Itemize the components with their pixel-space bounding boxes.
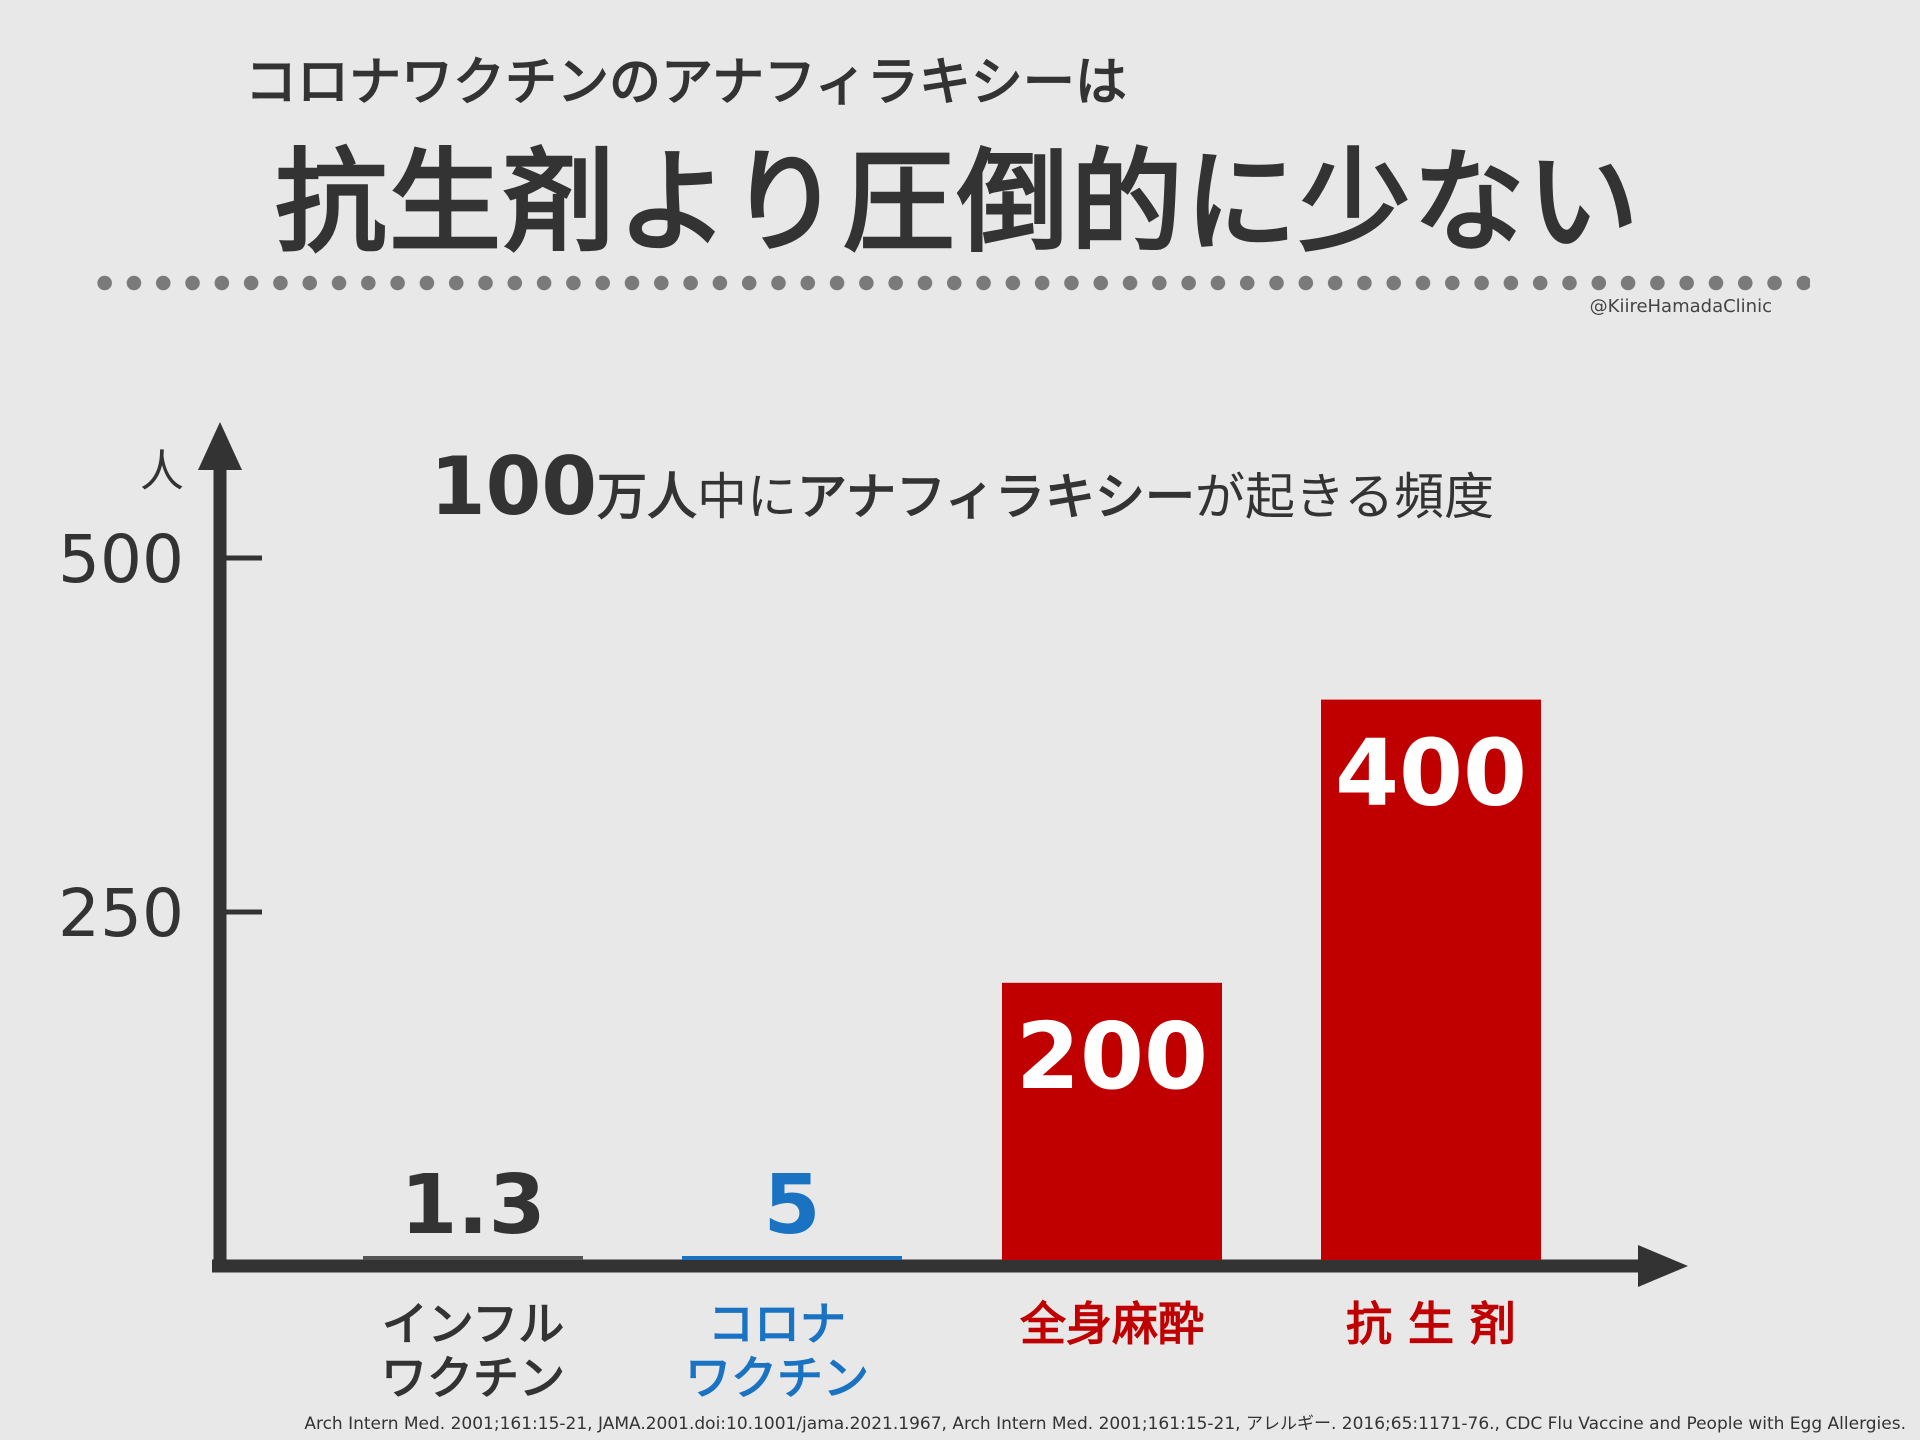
y-axis-arrow [198,422,242,470]
bar [1002,982,1222,1260]
sources-citation: Arch Intern Med. 2001;161:15-21, JAMA.20… [304,1414,1906,1434]
bar [682,1256,902,1260]
data-label: 5 [763,1158,820,1253]
x-tick-label: コロナワクチン [685,1297,869,1405]
chart-heading-unit: 万人 [597,468,697,526]
y-tick-label: 500 [58,521,184,598]
chart-heading-text-1: 中に [697,468,797,526]
page-title: 抗生剤より圧倒的に少ない [275,138,1641,268]
y-tick-label: 250 [58,875,184,952]
data-label: 1.3 [400,1158,545,1253]
dotted-divider [90,275,1810,291]
x-axis-arrow [1638,1245,1688,1287]
data-label: 200 [1016,1003,1208,1110]
x-tick-label: 抗 生 剤 [1346,1297,1516,1351]
chart-heading-keyword: アナフィラキシー [797,468,1195,526]
chart-heading-number: 100 [430,440,597,533]
y-axis-label: 人 [140,446,184,497]
bar [363,1256,583,1260]
data-label: 400 [1335,720,1527,827]
author-handle: @KiireHamadaClinic [1589,296,1772,317]
chart-heading-text-2: が起きる頻度 [1195,468,1494,526]
chart-heading: 100万人中にアナフィラキシーが起きる頻度 [430,440,1494,533]
bar [1321,699,1541,1260]
x-tick-label: 全身麻酔 [1019,1297,1204,1351]
subtitle: コロナワクチンのアナフィラキシーは [245,53,1127,113]
x-tick-label: インフルワクチン [381,1297,565,1405]
